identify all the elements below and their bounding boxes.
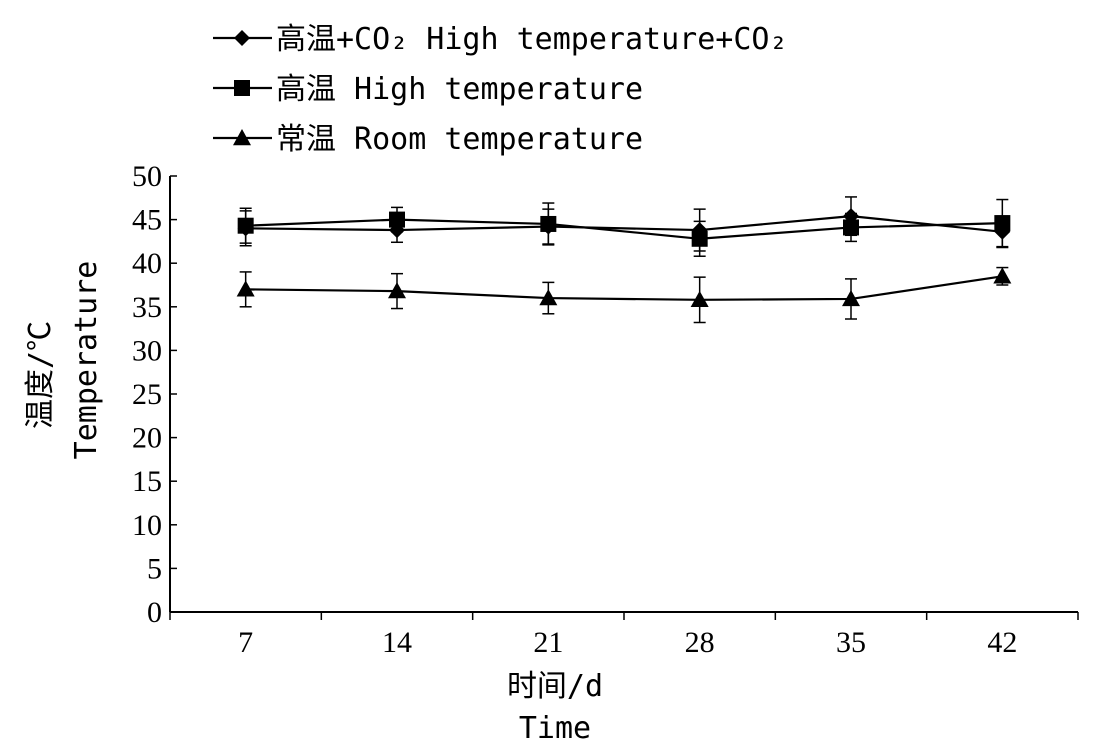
series-line bbox=[245, 218, 1003, 240]
legend-label: 高温+CO₂ High temperature+CO₂ bbox=[276, 22, 788, 57]
triangle-marker bbox=[993, 267, 1012, 284]
square-marker bbox=[843, 219, 859, 236]
y-ticks: 0 5 10 15 20 25 30 35 40 45 50 bbox=[132, 160, 177, 629]
triangle-marker bbox=[690, 290, 709, 308]
y-tick-label: 50 bbox=[132, 160, 162, 193]
series-line bbox=[245, 275, 1003, 301]
square-marker bbox=[994, 215, 1011, 232]
x-tick-label: 7 bbox=[238, 626, 253, 659]
legend: 高温+CO₂ High temperature+CO₂ 高温 High tempe… bbox=[213, 22, 788, 157]
x-tick-label: 14 bbox=[382, 626, 412, 659]
triangle-marker bbox=[388, 282, 406, 299]
y-tick-label: 20 bbox=[132, 422, 162, 455]
square-marker bbox=[540, 215, 557, 232]
triangle-marker bbox=[842, 289, 860, 307]
diamond-marker bbox=[234, 30, 250, 46]
y-tick-label: 0 bbox=[147, 596, 162, 629]
y-tick-label: 40 bbox=[132, 247, 162, 280]
x-ticks: 7 14 21 28 35 42 bbox=[169, 612, 1079, 659]
y-axis-title-en: Temperature bbox=[69, 261, 104, 460]
y-tick-label: 30 bbox=[132, 334, 162, 367]
legend-item-diamond: 高温+CO₂ High temperature+CO₂ bbox=[213, 22, 788, 57]
y-tick-label: 5 bbox=[147, 552, 162, 585]
y-tick-label: 10 bbox=[132, 509, 162, 542]
legend-item-square: 高温 High temperature bbox=[213, 72, 643, 107]
square-marker bbox=[389, 211, 405, 228]
y-tick-label: 35 bbox=[132, 291, 162, 324]
legend-item-triangle: 常温 Room temperature bbox=[213, 122, 643, 157]
square-marker bbox=[691, 230, 708, 247]
x-tick-label: 21 bbox=[533, 626, 563, 659]
legend-label: 常温 Room temperature bbox=[276, 122, 643, 157]
series-group bbox=[236, 196, 1012, 324]
triangle-marker bbox=[236, 280, 255, 297]
y-axis-title-cn: 温度/℃ bbox=[23, 321, 58, 429]
x-tick-label: 42 bbox=[987, 626, 1017, 659]
x-axis-title-cn: 时间/d bbox=[507, 669, 603, 704]
series-square bbox=[237, 198, 1011, 257]
series-diamond bbox=[237, 196, 1011, 252]
triangle-marker bbox=[233, 129, 251, 146]
triangle-marker bbox=[539, 289, 558, 306]
series-line bbox=[245, 215, 1003, 233]
y-tick-label: 15 bbox=[132, 465, 162, 498]
y-tick-label: 25 bbox=[132, 378, 162, 411]
x-tick-label: 35 bbox=[836, 626, 866, 659]
legend-label: 高温 High temperature bbox=[276, 72, 643, 107]
axes bbox=[169, 176, 1078, 613]
x-axis-title-en: Time bbox=[519, 711, 591, 746]
series-triangle bbox=[236, 266, 1012, 324]
y-tick-label: 45 bbox=[132, 204, 162, 237]
x-tick-label: 28 bbox=[685, 626, 715, 659]
square-marker bbox=[237, 217, 254, 234]
square-marker bbox=[234, 80, 250, 96]
